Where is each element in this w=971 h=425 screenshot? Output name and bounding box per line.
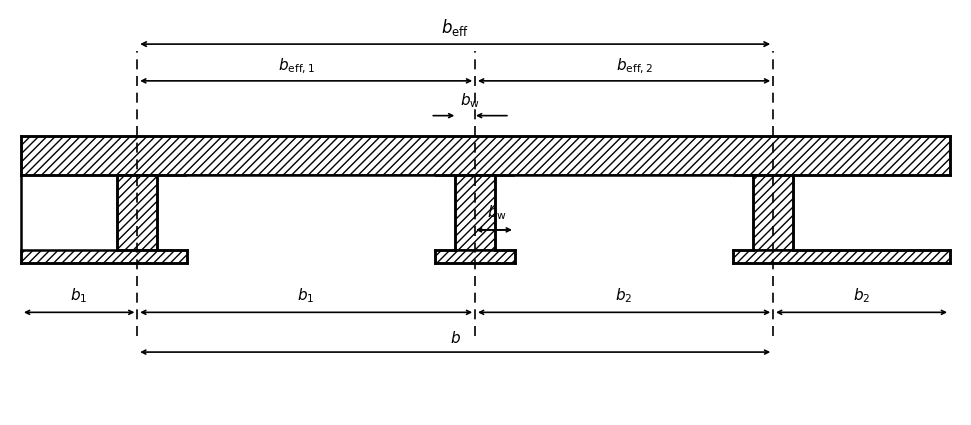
Text: $b_1$: $b_1$ [71,287,87,306]
Bar [753,175,793,250]
Text: $b$: $b$ [450,330,460,346]
Bar [733,250,950,263]
Bar [435,250,515,263]
Bar [21,136,950,175]
Bar [455,175,495,250]
Text: $b_\mathrm{w}$: $b_\mathrm{w}$ [487,203,507,222]
Bar [117,175,157,250]
Bar [187,175,435,263]
Bar [21,250,187,263]
Text: $b_1$: $b_1$ [297,287,315,306]
Text: $b_2$: $b_2$ [616,287,633,306]
Text: $b_2$: $b_2$ [853,287,870,306]
Text: $b_\mathrm{eff}$: $b_\mathrm{eff}$ [441,17,469,38]
Text: $b_\mathrm{w}$: $b_\mathrm{w}$ [460,91,480,110]
Bar [515,175,733,263]
Text: $b_\mathrm{eff,2}$: $b_\mathrm{eff,2}$ [616,57,653,76]
Text: $b_\mathrm{eff,1}$: $b_\mathrm{eff,1}$ [278,57,315,76]
